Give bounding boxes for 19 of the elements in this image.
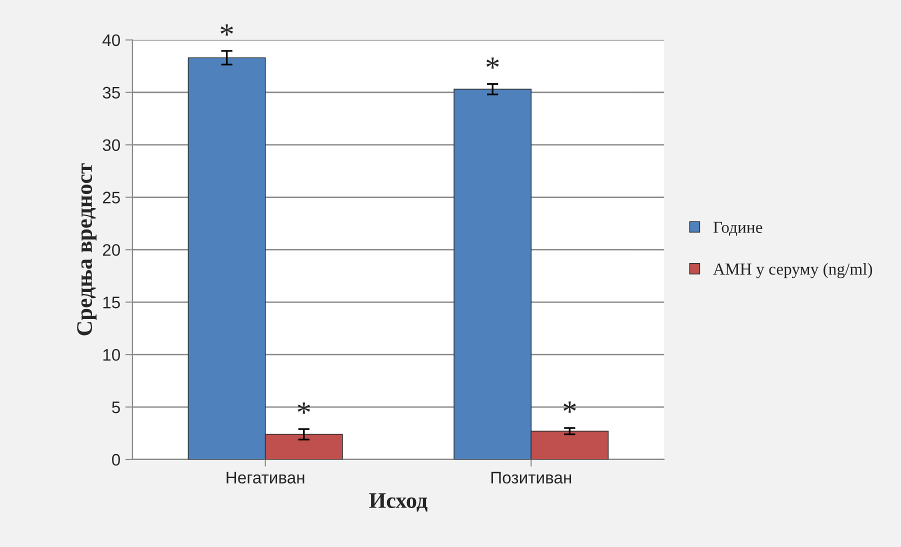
y-tick-label: 5 xyxy=(112,402,120,414)
legend-label: АМН у серуму (ng/ml) xyxy=(713,263,872,278)
y-tick-label: 0 xyxy=(112,454,120,466)
y-tick-label: 40 xyxy=(102,34,120,46)
y-axis-title: Средња вредност xyxy=(77,163,97,336)
y-tick-label: 15 xyxy=(103,296,120,308)
y-tick-label: 20 xyxy=(102,244,120,256)
annotation: * xyxy=(486,57,499,69)
legend-label: Године xyxy=(713,222,762,236)
y-tick-label: 35 xyxy=(102,86,120,99)
annotation: * xyxy=(298,402,310,414)
x-tick-label: Позитиван xyxy=(491,472,572,484)
x-tick-label: Негативан xyxy=(226,472,304,484)
annotation: * xyxy=(564,401,576,413)
y-tick-label: 25 xyxy=(102,192,120,204)
y-tick-label: 30 xyxy=(102,139,120,152)
y-tick-label: 10 xyxy=(103,348,120,361)
annotation: * xyxy=(220,24,233,36)
x-axis-title: Исход xyxy=(369,493,428,512)
